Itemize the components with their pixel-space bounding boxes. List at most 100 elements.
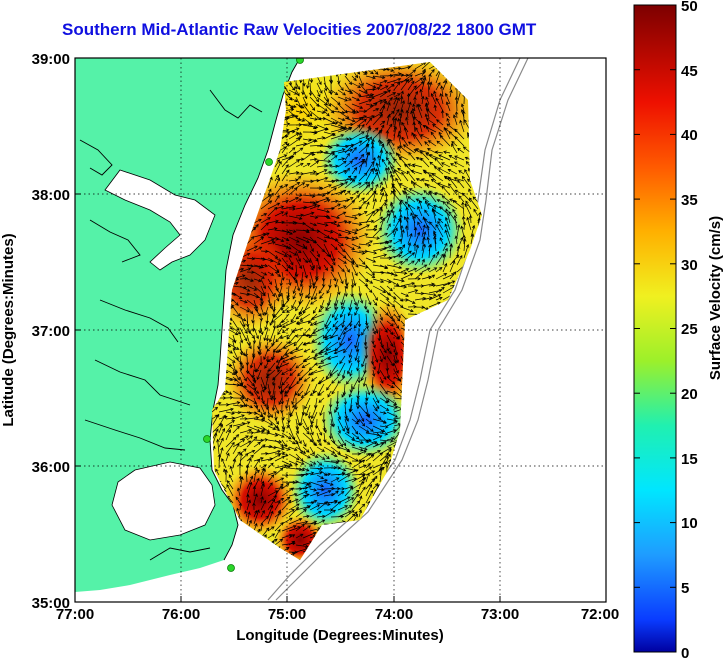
- vector-arrow: [443, 150, 451, 154]
- vector-arrow: [265, 369, 276, 379]
- vector-arrow: [330, 110, 346, 115]
- vector-arrow: [272, 299, 276, 313]
- vector-arrow: [400, 73, 410, 78]
- vector-arrow: [330, 250, 336, 262]
- vector-arrow: [239, 285, 251, 292]
- vector-arrow: [337, 418, 345, 432]
- vector-arrow: [302, 184, 310, 189]
- vector-arrow: [398, 145, 409, 154]
- vector-arrow: [433, 104, 437, 112]
- vector-arrow: [238, 502, 243, 511]
- vector-arrow: [365, 441, 378, 448]
- vector-arrow: [323, 150, 335, 161]
- vector-arrow: [271, 313, 283, 323]
- vector-arrow: [300, 390, 311, 399]
- vector-arrow: [288, 517, 303, 525]
- vector-arrow: [318, 285, 325, 295]
- vector-arrow: [309, 439, 318, 446]
- vector-arrow: [295, 278, 301, 292]
- vector-arrow: [344, 264, 350, 273]
- vector-arrow: [303, 376, 311, 382]
- vector-arrow: [246, 404, 254, 409]
- vector-arrow: [281, 432, 292, 440]
- vector-arrow: [253, 236, 265, 245]
- vector-arrow: [457, 147, 465, 154]
- vector-arrow: [341, 299, 346, 310]
- vector-arrow: [323, 229, 334, 234]
- vector-arrow: [428, 254, 436, 266]
- vector-arrow: [358, 466, 373, 476]
- vector-arrow: [253, 271, 265, 279]
- vector-arrow: [386, 397, 398, 406]
- vector-arrow: [267, 404, 271, 419]
- vector-arrow: [274, 425, 280, 432]
- vector-arrow: [295, 257, 302, 270]
- vector-arrow: [284, 390, 290, 397]
- vector-arrow: [260, 213, 268, 217]
- vector-arrow: [268, 362, 276, 372]
- vector-arrow: [323, 472, 332, 476]
- vector-arrow: [316, 453, 326, 460]
- vector-arrow: [386, 420, 398, 427]
- vector-arrow: [468, 197, 479, 210]
- vector-arrow: [386, 355, 394, 367]
- y-tick-label: 37:00: [32, 323, 70, 340]
- vector-arrow: [281, 482, 290, 490]
- vector-arrow: [267, 188, 272, 196]
- vector-arrow: [253, 458, 261, 469]
- vector-arrow: [365, 143, 369, 154]
- vector-arrow: [275, 348, 283, 353]
- vector-arrow: [342, 327, 353, 335]
- vector-arrow: [379, 89, 392, 98]
- vector-arrow: [337, 243, 346, 253]
- vector-arrow: [400, 250, 412, 259]
- vector-arrow: [421, 77, 427, 91]
- vector-arrow: [288, 187, 298, 196]
- vector-arrow: [360, 369, 367, 382]
- vector-arrow: [365, 432, 381, 437]
- vector-arrow: [309, 117, 318, 121]
- vector-arrow: [288, 446, 298, 451]
- vector-arrow: [260, 278, 267, 290]
- vector-arrow: [386, 327, 394, 336]
- vector-arrow: [407, 163, 416, 168]
- vector-arrow: [410, 169, 423, 175]
- vector-arrow: [358, 233, 369, 238]
- vector-arrow: [225, 429, 232, 441]
- vector-arrow: [463, 237, 467, 252]
- vector-arrow: [405, 206, 409, 217]
- vector-arrow: [293, 271, 297, 281]
- vector-arrow: [295, 362, 304, 369]
- vector-arrow: [263, 348, 269, 361]
- vector-arrow: [453, 176, 465, 182]
- vector-arrow: [344, 243, 356, 250]
- vector-arrow: [425, 108, 437, 119]
- vector-arrow: [358, 181, 368, 189]
- vector-arrow: [372, 441, 385, 448]
- vector-arrow: [288, 250, 298, 256]
- vector-arrow: [239, 403, 248, 408]
- vector-arrow: [232, 327, 242, 335]
- vector-arrow: [309, 257, 315, 269]
- vector-arrow: [351, 190, 360, 196]
- vector-arrow: [365, 320, 369, 330]
- vector-arrow: [377, 327, 382, 342]
- vector-arrow: [379, 85, 389, 91]
- vector-arrow: [372, 75, 386, 80]
- vector-arrow: [415, 147, 430, 154]
- vector-arrow: [260, 468, 266, 483]
- vector-arrow: [246, 454, 254, 462]
- vector-arrow: [246, 435, 254, 441]
- vector-arrow: [316, 110, 326, 114]
- vector-arrow: [433, 166, 444, 175]
- vector-arrow: [316, 186, 324, 191]
- vector-arrow: [344, 439, 356, 447]
- vector-arrow: [365, 292, 372, 306]
- vector-arrow: [400, 258, 409, 266]
- vector-arrow: [393, 334, 400, 340]
- vector-arrow: [282, 320, 297, 328]
- vector-arrow: [372, 369, 376, 377]
- vector-arrow: [379, 73, 394, 78]
- vector-arrow: [286, 292, 290, 302]
- vector-arrow: [378, 130, 382, 140]
